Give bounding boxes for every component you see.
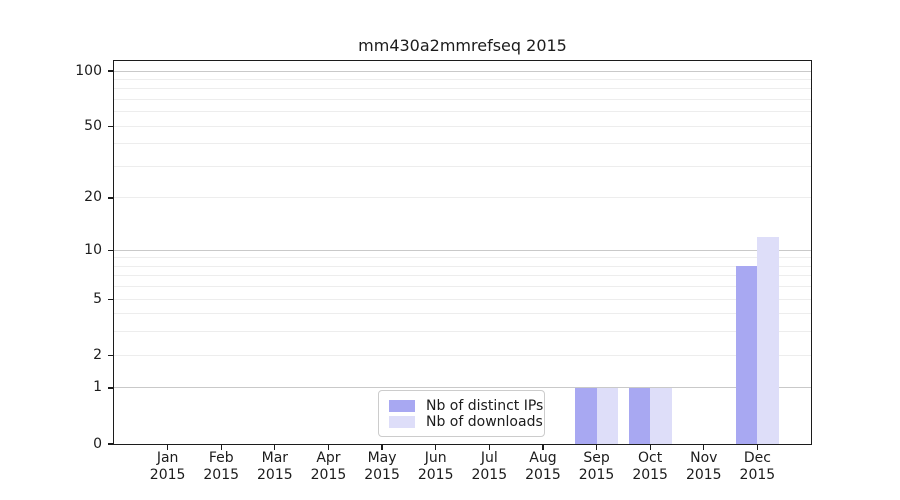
y-tick-label: 100 [75, 62, 102, 79]
legend-label-distinct-ips: Nb of distinct IPs [426, 398, 544, 414]
minor-gridline [114, 313, 811, 315]
minor-gridline [114, 286, 811, 288]
y-tick-label: 0 [93, 435, 102, 452]
x-tick [595, 444, 598, 450]
major-gridline [114, 387, 811, 389]
y-tick [108, 354, 114, 356]
minor-gridline [114, 98, 811, 100]
x-tick-label: Feb 2015 [203, 450, 240, 483]
minor-gridline [114, 257, 811, 259]
minor-gridline [114, 275, 811, 277]
minor-gridline [114, 298, 811, 300]
x-tick-label: Sep 2015 [578, 450, 615, 483]
x-tick [756, 444, 759, 450]
y-tick [108, 249, 114, 251]
legend-item-downloads: Nb of downloads [389, 414, 543, 430]
minor-gridline [114, 143, 811, 145]
y-tick-label: 5 [93, 290, 102, 307]
x-tick [381, 444, 383, 450]
y-tick [108, 298, 114, 300]
legend-swatch-distinct-ips [389, 400, 415, 412]
bar-distinct-ips-Sep [575, 387, 597, 444]
axes-frame [113, 60, 812, 445]
y-tick [108, 387, 114, 389]
minor-gridline [114, 354, 811, 356]
legend-label-downloads: Nb of downloads [426, 414, 543, 430]
bar-downloads-Dec [757, 236, 779, 444]
y-tick [108, 125, 114, 127]
x-tick-label: Nov 2015 [685, 450, 722, 483]
x-tick-label: May 2015 [364, 450, 400, 483]
x-tick [166, 444, 169, 450]
minor-gridline [114, 331, 811, 333]
x-tick-label: Mar 2015 [257, 450, 293, 483]
legend-item-distinct-ips: Nb of distinct IPs [389, 398, 543, 414]
y-tick [108, 70, 114, 72]
x-tick-label: Jun 2015 [417, 450, 454, 483]
minor-gridline [114, 197, 811, 199]
minor-gridline [114, 165, 811, 167]
bar-distinct-ips-Oct [628, 387, 651, 444]
bar-downloads-Oct [650, 387, 672, 444]
legend-swatch-downloads [389, 416, 415, 428]
x-tick-label: Oct 2015 [632, 450, 668, 483]
y-tick-label: 20 [84, 189, 102, 206]
minor-gridline [114, 78, 811, 80]
x-tick [488, 444, 490, 450]
x-tick [703, 444, 705, 450]
minor-gridline [114, 88, 811, 90]
chart-title: mm430a2mmrefseq 2015 [358, 36, 567, 55]
x-tick [435, 444, 437, 450]
y-tick [108, 443, 114, 445]
bar-downloads-Sep [596, 387, 619, 444]
minor-gridline [114, 111, 811, 113]
y-tick-label: 1 [93, 379, 102, 396]
x-tick [649, 444, 651, 450]
major-gridline [114, 70, 811, 72]
major-gridline [114, 249, 811, 251]
bar-distinct-ips-Dec [735, 266, 758, 444]
x-tick-label: Dec 2015 [739, 450, 776, 483]
y-tick-label: 50 [84, 117, 102, 134]
x-tick-label: Jul 2015 [471, 450, 508, 483]
x-tick-label: Apr 2015 [310, 450, 347, 483]
x-tick [542, 444, 544, 450]
y-tick-label: 10 [84, 241, 102, 258]
x-tick [274, 444, 276, 450]
minor-gridline [114, 125, 811, 127]
y-tick-label: 2 [93, 346, 102, 363]
legend: Nb of distinct IPs Nb of downloads [378, 390, 545, 437]
y-tick [108, 197, 114, 199]
x-tick [220, 444, 222, 450]
minor-gridline [114, 265, 811, 267]
x-tick-label: Aug 2015 [525, 450, 561, 483]
x-tick-label: Jan 2015 [149, 450, 186, 483]
x-tick [327, 444, 330, 450]
